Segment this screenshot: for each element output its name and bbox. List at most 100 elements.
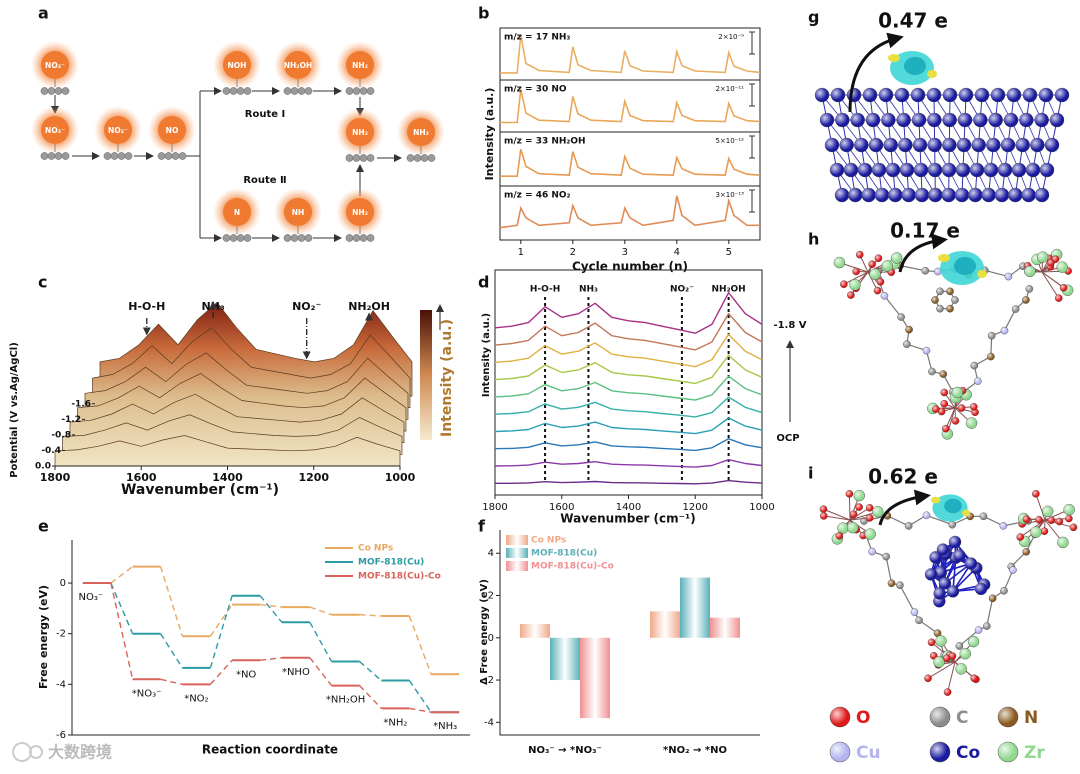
atom-shine	[948, 521, 956, 529]
connector	[359, 614, 382, 617]
y-tick-label: -0.4	[41, 446, 61, 456]
node-label: NH₂	[352, 208, 368, 217]
panel-label: f	[478, 517, 486, 536]
atom-shine	[1008, 188, 1023, 202]
atom-shine	[999, 522, 1007, 530]
connector	[159, 566, 184, 637]
atom-shine	[905, 522, 913, 530]
bond	[823, 508, 851, 521]
y-axis-label: Potential (V vs.Ag/AgCl)	[9, 342, 20, 478]
node-label: NH	[292, 208, 305, 217]
node-label: NO	[166, 126, 179, 135]
node-label: NO₃⁻	[45, 126, 65, 135]
atom-shine	[1039, 88, 1053, 102]
surface-atom	[157, 152, 166, 160]
bond	[1041, 271, 1060, 299]
atom-shine	[1004, 113, 1018, 127]
x-tick-label: 1200	[298, 471, 329, 484]
bond	[843, 271, 869, 285]
branch-line	[186, 91, 201, 238]
connector	[359, 661, 382, 682]
atom-shine	[987, 352, 995, 361]
signal-line	[499, 195, 760, 229]
atom-shine	[847, 291, 855, 299]
atom-shine	[957, 404, 966, 412]
atom-shine	[936, 543, 949, 556]
atom-shine	[879, 88, 893, 102]
atom-shine	[933, 587, 946, 600]
node	[104, 116, 132, 144]
atom-shine	[928, 367, 936, 376]
atom-shine	[991, 88, 1005, 102]
atom-shine	[955, 188, 969, 202]
atom-shine	[820, 113, 834, 127]
charge-label: 0.62 e	[868, 465, 938, 489]
atom-shine	[911, 88, 925, 102]
atom-shine	[922, 511, 931, 519]
bar	[550, 637, 580, 681]
surface-atom	[243, 234, 252, 242]
atom-shine	[872, 163, 886, 177]
atom-shine	[1047, 259, 1055, 267]
connector	[209, 604, 233, 637]
node-label: NO₃⁻	[45, 61, 65, 70]
atom-shine	[948, 652, 957, 660]
atom-shine	[868, 547, 876, 556]
surface-atom	[236, 87, 245, 95]
atom-shine	[835, 532, 843, 540]
atom-shine	[854, 138, 869, 152]
charge-density	[962, 509, 970, 516]
node	[346, 51, 374, 79]
atom-shine	[1001, 138, 1015, 152]
x-tick-label: 1600	[126, 471, 157, 484]
connector	[359, 685, 382, 709]
node-label: NOH	[228, 61, 247, 70]
bond	[984, 269, 1009, 278]
atom-shine	[850, 113, 865, 127]
spectrum	[494, 292, 763, 334]
bond	[986, 598, 994, 627]
atom-shine	[1025, 285, 1033, 293]
atom-shine	[819, 505, 828, 513]
atom-shine	[1021, 188, 1036, 202]
connector	[409, 707, 432, 713]
charge-density	[888, 54, 900, 62]
atom-shine	[941, 188, 956, 202]
atom-shine	[971, 138, 986, 152]
x-axis-label: Wavenumber (cm⁻¹)	[121, 482, 279, 498]
route-label: Route Ⅰ	[245, 109, 285, 120]
atom-shine	[825, 138, 839, 152]
bond	[1003, 308, 1017, 331]
connector	[110, 582, 134, 634]
axes	[71, 540, 470, 736]
surface-atom	[345, 154, 354, 162]
atom-shine	[989, 594, 997, 602]
atom-shine	[1055, 517, 1064, 526]
atom-shine	[943, 688, 952, 696]
panel-label: i	[808, 464, 813, 483]
atom-shine	[956, 163, 970, 177]
surface-atom	[236, 234, 245, 242]
atom-shine	[1045, 138, 1059, 152]
colorbar	[420, 310, 432, 440]
atom-shine	[915, 188, 929, 202]
y-tick-label: -2	[484, 675, 494, 686]
surface-atom	[171, 152, 180, 160]
atom-shine	[970, 674, 978, 682]
atom-shine	[933, 629, 942, 637]
legend-label: MOF-818(Cu)-Co	[531, 562, 614, 572]
legend-label: N	[1024, 708, 1038, 728]
atom-shine	[966, 417, 978, 429]
legend-atom-shine	[998, 707, 1018, 727]
atom-shine	[984, 163, 998, 177]
atom-shine	[988, 332, 996, 340]
atom-shine	[1040, 163, 1054, 177]
legend-label: Co	[956, 743, 980, 763]
atom-shine	[974, 377, 982, 385]
bond	[887, 515, 909, 527]
atom-shine	[835, 188, 849, 202]
atom-shine	[974, 626, 983, 634]
connector	[209, 595, 233, 669]
panel-label: e	[38, 517, 49, 536]
bar	[650, 611, 680, 638]
